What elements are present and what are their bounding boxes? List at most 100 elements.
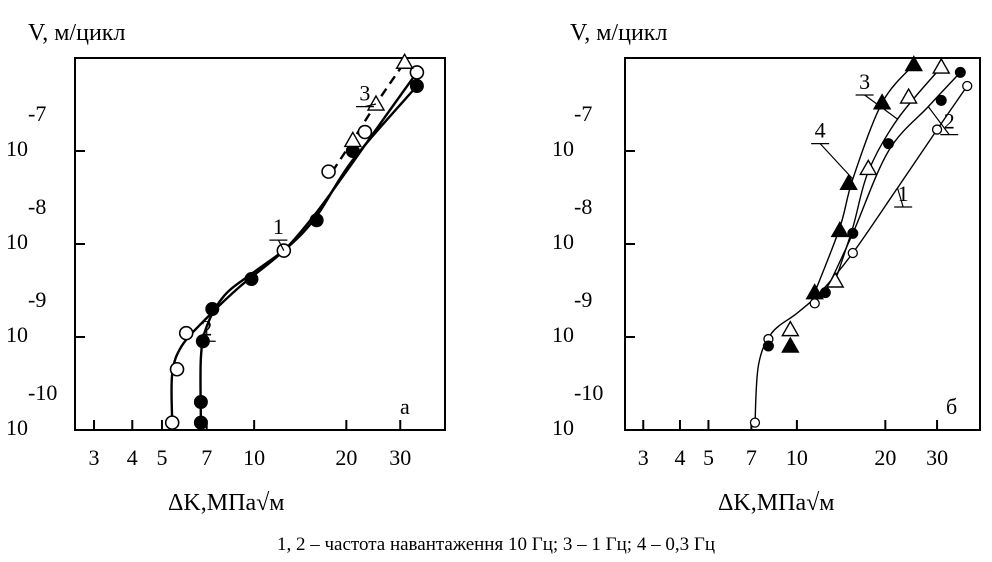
y-tick-label-exponent: -8 bbox=[28, 194, 46, 219]
series-3-point bbox=[825, 271, 845, 288]
panel-a-label: а bbox=[400, 394, 410, 419]
series-1-line bbox=[754, 85, 968, 423]
y-tick-label-base: 10 bbox=[552, 415, 574, 440]
x-tick-label: 4 bbox=[674, 445, 685, 470]
y-tick-label-exponent: -10 bbox=[574, 380, 603, 405]
panel-a-curves bbox=[170, 61, 418, 423]
y-tick-label-base: 10 bbox=[552, 229, 574, 254]
callout-label-3: 3 bbox=[859, 69, 870, 94]
series-3-point bbox=[781, 320, 800, 337]
series-2-point bbox=[847, 227, 859, 239]
y-tick-label-exponent: -10 bbox=[28, 380, 57, 405]
series-2-point bbox=[954, 66, 966, 78]
y-tick-label-exponent: -8 bbox=[574, 194, 592, 219]
x-tick-label: 20 bbox=[335, 445, 357, 470]
x-tick-label: 4 bbox=[127, 445, 138, 470]
series-4-point bbox=[904, 55, 924, 72]
series-4-point bbox=[781, 336, 800, 353]
series-2-point bbox=[882, 138, 894, 150]
series-4-point bbox=[839, 173, 858, 190]
panel-a-x-ticks: 3 4 5 7 10 20 30 bbox=[89, 420, 411, 470]
series-3-line bbox=[331, 61, 406, 173]
callout-label-3: 3 bbox=[359, 81, 370, 106]
panel-b-label: б bbox=[946, 394, 957, 419]
series-2-point bbox=[205, 302, 220, 317]
x-tick-label: 10 bbox=[786, 445, 808, 470]
panel-b-markers bbox=[749, 55, 973, 428]
callout-label-2: 2 bbox=[201, 315, 212, 340]
x-tick-label: 5 bbox=[156, 445, 167, 470]
series-1-point bbox=[749, 417, 761, 428]
callout-leader-4 bbox=[819, 143, 854, 180]
series-1-point bbox=[321, 164, 336, 179]
figure-caption: 1, 2 – частота навантаження 10 Гц; 3 – 1… bbox=[277, 534, 715, 555]
panel-b-callouts: 1 2 3 4 bbox=[811, 69, 959, 208]
series-3-point bbox=[859, 158, 878, 176]
series-3-point bbox=[343, 130, 363, 148]
panel-a-markers bbox=[164, 52, 425, 430]
x-tick-label: 20 bbox=[874, 445, 896, 470]
panel-b-y-axis-label: V, м/цикл bbox=[570, 20, 667, 46]
series-4-point bbox=[805, 283, 824, 300]
panel-b-x-ticks: 3 4 5 7 10 20 30 bbox=[638, 420, 948, 470]
y-tick-label-exponent: -7 bbox=[574, 101, 592, 126]
series-1-point bbox=[809, 298, 820, 309]
callout-leader-2 bbox=[927, 106, 950, 135]
series-2-point bbox=[193, 415, 208, 430]
y-tick-label-exponent: -7 bbox=[28, 101, 46, 126]
series-4-point bbox=[872, 93, 892, 110]
series-1-point bbox=[931, 124, 943, 135]
panel-b-curves bbox=[754, 64, 968, 423]
x-tick-label: 10 bbox=[243, 445, 265, 470]
panel-b-plot-frame bbox=[624, 57, 981, 431]
series-1-point bbox=[357, 124, 373, 140]
series-1-point bbox=[178, 325, 194, 341]
panel-a-callouts: 1 2 3 bbox=[197, 81, 377, 342]
series-2-point bbox=[762, 340, 774, 352]
series-2-point bbox=[193, 395, 208, 410]
series-2-point bbox=[409, 78, 424, 93]
series-2-point bbox=[935, 94, 947, 106]
x-tick-label: 3 bbox=[89, 445, 100, 470]
panel-a-x-axis-label: ΔK,МПа√м bbox=[168, 490, 284, 516]
series-4-point bbox=[830, 220, 850, 238]
series-3-point bbox=[932, 57, 951, 74]
series-1-point bbox=[962, 80, 973, 92]
x-tick-label: 30 bbox=[389, 445, 411, 470]
series-2-line bbox=[199, 85, 418, 423]
series-1-point bbox=[409, 65, 425, 80]
y-tick-label-base: 10 bbox=[6, 322, 28, 347]
x-tick-label: 3 bbox=[638, 445, 649, 470]
callout-leader-1 bbox=[896, 187, 904, 208]
panel-a-plot-frame bbox=[74, 57, 446, 431]
y-tick-label-base: 10 bbox=[552, 136, 574, 161]
series-1-point bbox=[847, 247, 858, 259]
callout-leader-1 bbox=[277, 239, 285, 251]
series-2-point bbox=[819, 287, 831, 299]
x-tick-label: 7 bbox=[201, 445, 212, 470]
x-tick-label: 5 bbox=[703, 445, 714, 470]
x-tick-label: 7 bbox=[746, 445, 757, 470]
panel-a-y-axis-label: V, м/цикл bbox=[28, 20, 125, 46]
y-tick-label-base: 10 bbox=[6, 229, 28, 254]
callout-label-1: 1 bbox=[898, 181, 909, 206]
callout-label-1: 1 bbox=[273, 214, 284, 239]
y-tick-label-base: 10 bbox=[6, 415, 28, 440]
callout-leader-3 bbox=[864, 94, 898, 120]
y-tick-label-base: 10 bbox=[552, 322, 574, 347]
series-4-line bbox=[814, 64, 915, 293]
series-3-point bbox=[899, 87, 918, 104]
series-2-point bbox=[244, 272, 259, 287]
y-tick-label-exponent: -9 bbox=[28, 287, 46, 312]
y-tick-label-base: 10 bbox=[6, 136, 28, 161]
panel-b-x-axis-label: ΔK,МПа√м bbox=[718, 490, 834, 516]
series-1-point bbox=[169, 361, 185, 377]
x-tick-label: 30 bbox=[926, 445, 948, 470]
y-tick-label-exponent: -9 bbox=[574, 287, 592, 312]
series-1-point bbox=[164, 415, 180, 430]
